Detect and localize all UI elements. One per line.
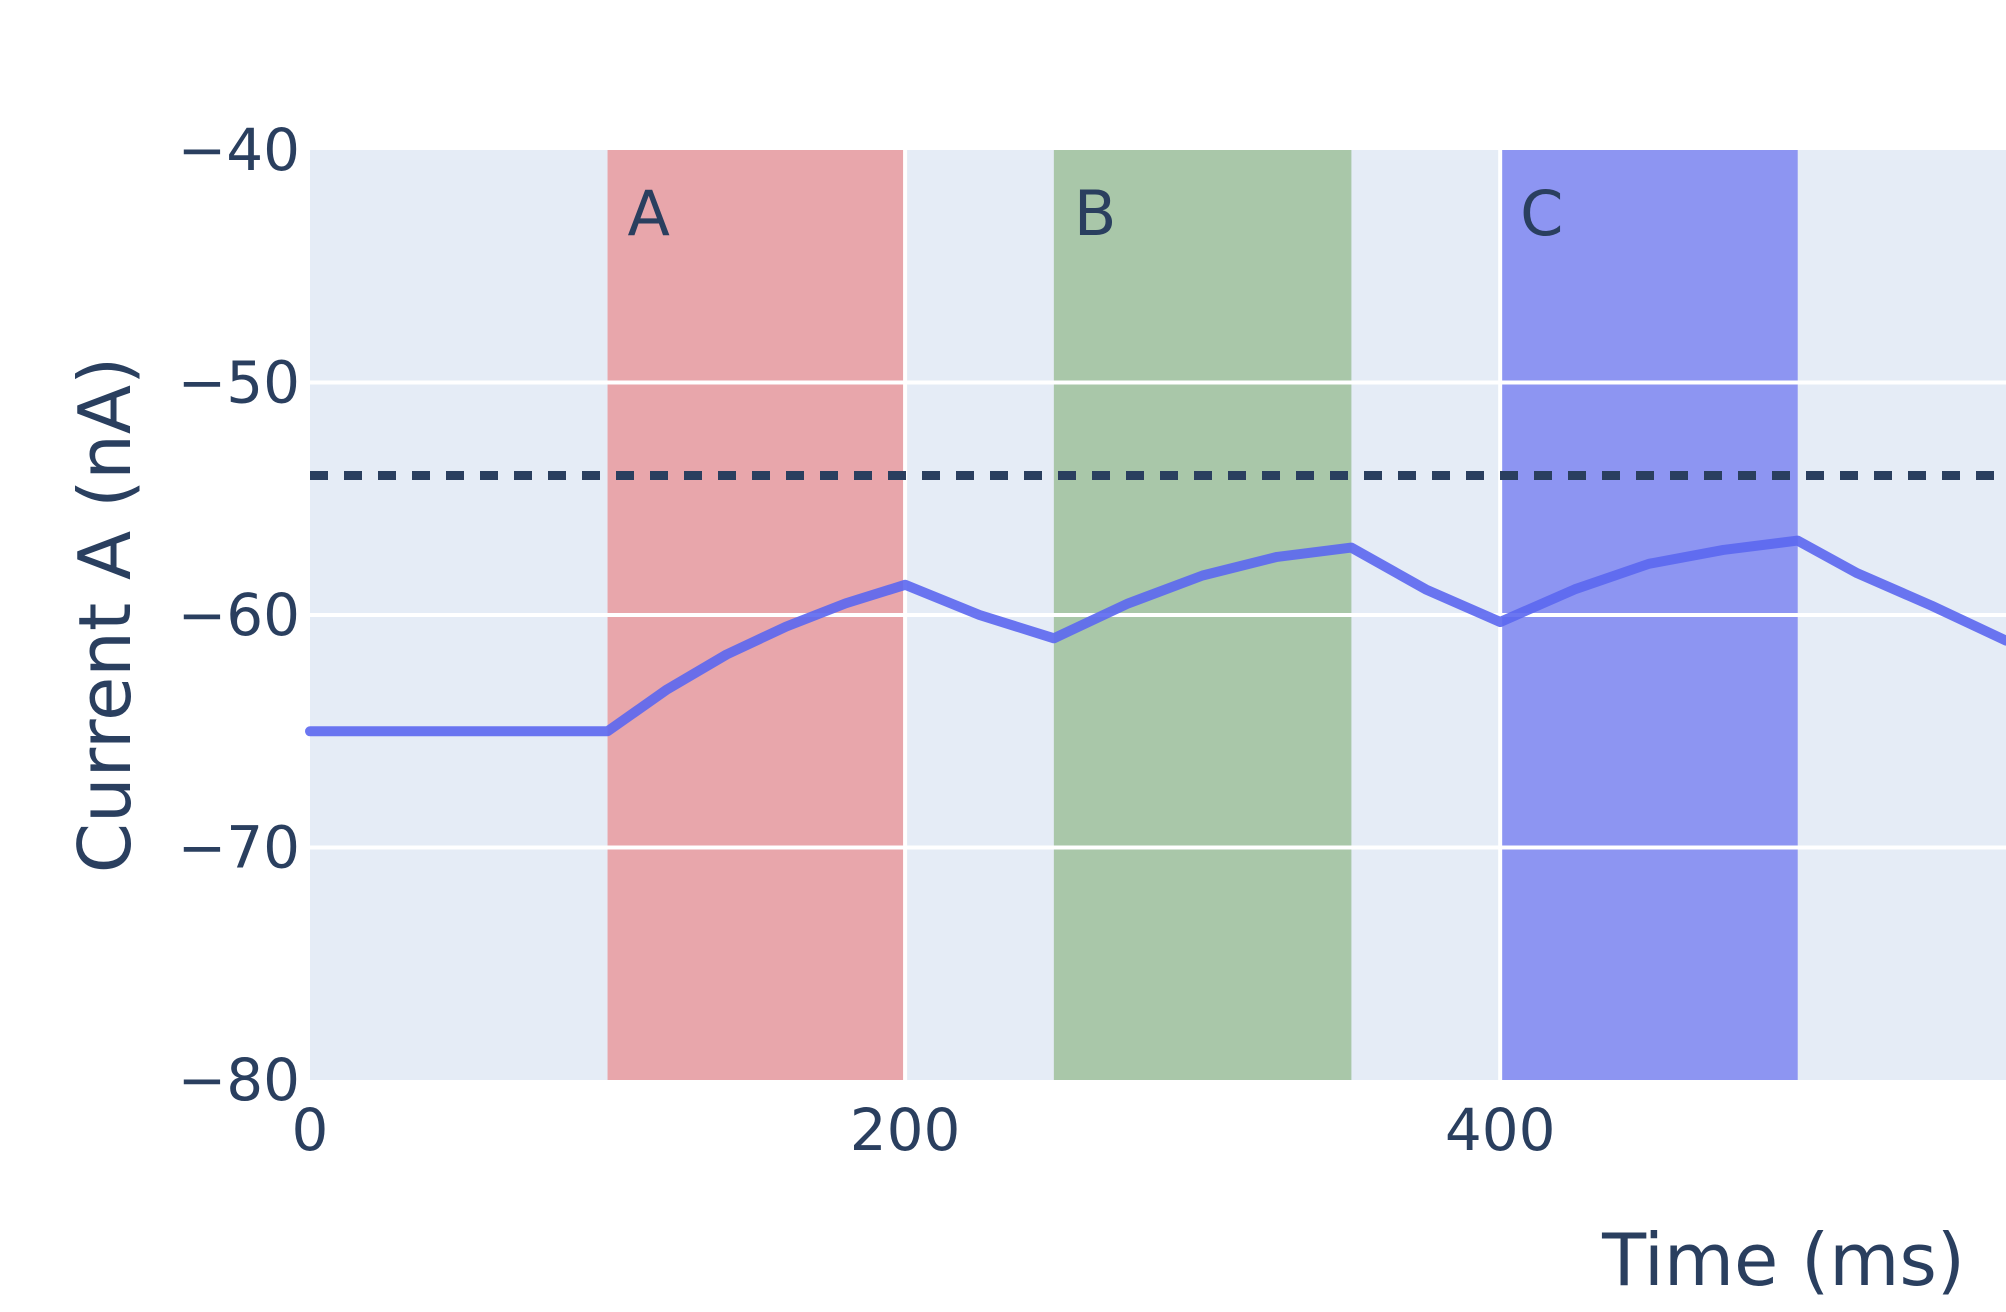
x-tick-label: 400 xyxy=(1445,1096,1556,1164)
x-tick-label: 0 xyxy=(292,1096,329,1164)
series-line xyxy=(305,535,2006,737)
x-tick-labels: 0 200 400 xyxy=(292,1096,1556,1164)
band-label-c: C xyxy=(1520,177,1563,250)
y-axis-label: Current A (nA) xyxy=(63,357,147,874)
y-tick-label: −70 xyxy=(178,814,300,882)
band-label-a: A xyxy=(628,177,670,250)
y-tick-label: −60 xyxy=(178,581,300,649)
y-tick-labels: −40 −50 −60 −70 −80 xyxy=(178,116,300,1114)
y-tick-label: −80 xyxy=(178,1046,300,1114)
x-axis-label: Time (ms) xyxy=(1601,1218,1965,1302)
y-tick-label: −40 xyxy=(178,116,300,184)
y-tick-label: −50 xyxy=(178,349,300,417)
band-label-b: B xyxy=(1074,177,1117,250)
x-tick-label: 200 xyxy=(850,1096,961,1164)
grid-lines xyxy=(310,150,2006,1080)
band-labels: A B C xyxy=(628,177,1564,250)
